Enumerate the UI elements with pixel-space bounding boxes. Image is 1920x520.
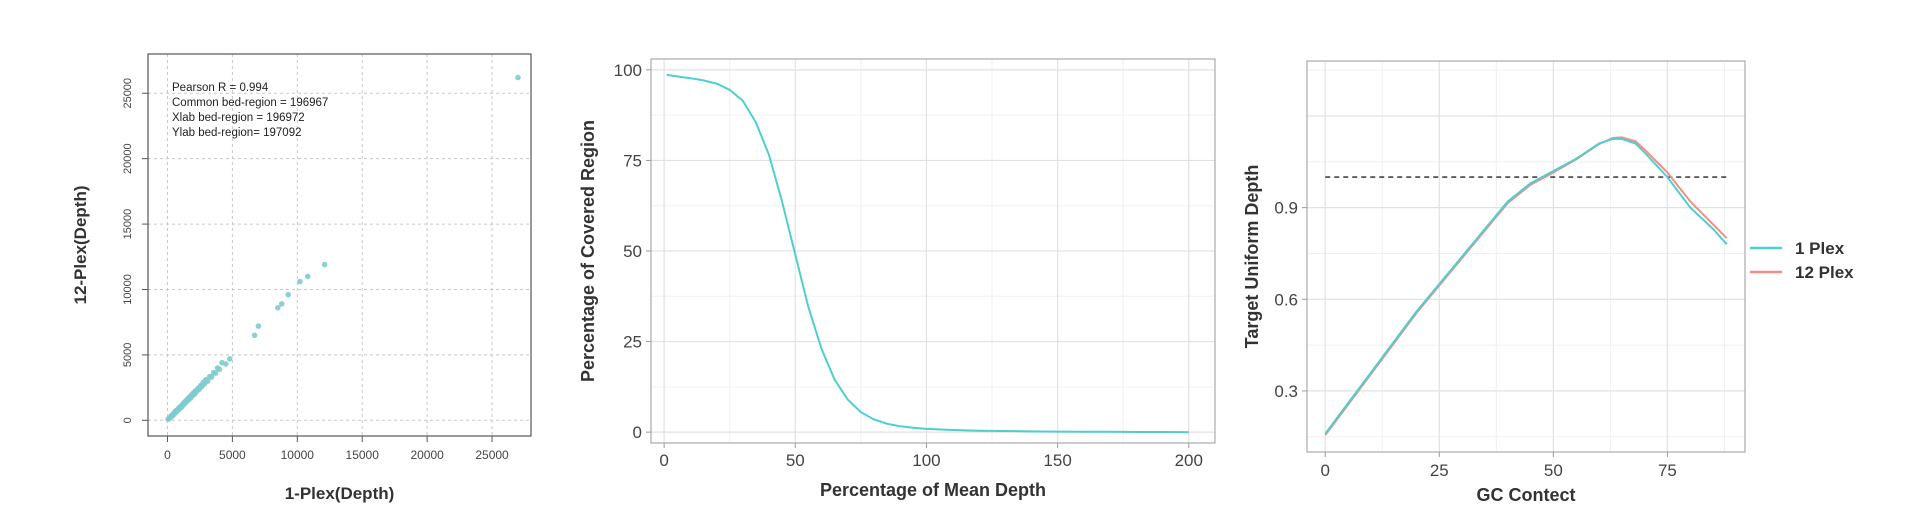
y-tick-label: 20000 xyxy=(122,143,134,174)
legend-label: 12 Plex xyxy=(1795,263,1854,282)
x-tick-label: 15000 xyxy=(346,448,380,462)
stats-annotation: Ylab bed-region= 197092 xyxy=(172,127,301,139)
x-tick-label: 100 xyxy=(912,451,940,470)
x-tick-label: 0 xyxy=(164,448,171,462)
scatter-point xyxy=(204,378,211,384)
y-tick-label: 0.3 xyxy=(1274,382,1298,401)
y-tick-label: 5000 xyxy=(122,343,134,367)
x-axis-title: 1-Plex(Depth) xyxy=(285,484,395,503)
plot-frame xyxy=(147,53,532,437)
x-tick-label: 150 xyxy=(1043,451,1071,470)
scatter-point xyxy=(208,374,215,380)
x-axis-title: Percentage of Mean Depth xyxy=(820,480,1046,500)
coverage-line xyxy=(666,73,1189,434)
x-tick-label: 75 xyxy=(1658,461,1677,480)
x-tick-label: 10000 xyxy=(281,448,315,462)
coverage-panel: 0 50 100 150 200 0 25 50 75 100 Percentage of Mean… xyxy=(578,58,1216,500)
stats-annotation: Common bed-region = 196967 xyxy=(172,97,328,109)
stats-annotation: Pearson R = 0.994 xyxy=(172,82,269,94)
x-tick-label: 5000 xyxy=(219,448,246,462)
scatter-point xyxy=(212,370,219,377)
x-tick-label: 50 xyxy=(786,451,805,470)
gc-line xyxy=(1324,137,1728,435)
x-tick-label: 50 xyxy=(1544,461,1563,480)
y-tick-label: 25 xyxy=(623,333,642,352)
x-tick-label: 0 xyxy=(1321,461,1330,480)
y-tick-label: 100 xyxy=(614,61,642,80)
scatter-point xyxy=(285,291,292,298)
gc-panel: 0 25 50 75 0.3 0.6 0.9 GC Contect Target Uniform… xyxy=(1242,60,1854,505)
legend-label: 1 Plex xyxy=(1795,239,1845,258)
y-axis-title: Percentage of Covered Region xyxy=(578,120,598,382)
legend: 1 Plex 12 Plex xyxy=(1750,239,1854,282)
y-tick-label: 10000 xyxy=(122,274,134,305)
y-tick-label: 50 xyxy=(623,242,642,261)
x-axis-title: GC Contect xyxy=(1477,485,1576,505)
x-tick-label: 20000 xyxy=(410,448,444,462)
plot-background xyxy=(1307,61,1745,452)
stats-annotation: Xlab bed-region = 196972 xyxy=(172,112,305,124)
scatter-point xyxy=(321,261,328,268)
y-tick-label: 0.9 xyxy=(1274,199,1298,218)
plot-frame xyxy=(1306,60,1746,453)
scatter-point xyxy=(278,301,285,307)
scatter-point xyxy=(275,305,281,311)
x-tick-label: 25000 xyxy=(475,448,509,462)
y-tick-label: 75 xyxy=(623,151,642,170)
y-axis-title: 12-Plex(Depth) xyxy=(71,185,90,304)
x-tick-label: 0 xyxy=(659,451,668,470)
x-tick-label: 200 xyxy=(1175,451,1203,470)
y-tick-label: 0.6 xyxy=(1274,290,1298,309)
scatter-point xyxy=(304,273,311,280)
scatter-point xyxy=(255,323,262,329)
y-tick-label: 0 xyxy=(633,423,642,442)
scatter-point xyxy=(216,366,223,373)
scatter-point xyxy=(251,332,258,339)
y-axis-title: Target Uniform Depth xyxy=(1242,165,1262,349)
scatter-point xyxy=(227,356,233,362)
scatter-point xyxy=(297,278,303,285)
x-tick-label: 25 xyxy=(1430,461,1449,480)
scatter-point xyxy=(515,74,521,81)
y-tick-label: 0 xyxy=(122,417,134,423)
scatter-panel: 0 5000 10000 15000 20000 25000 0 5000 10000 15000… xyxy=(71,53,532,503)
y-tick-label: 25000 xyxy=(122,78,134,109)
scatter-point xyxy=(223,361,229,367)
y-tick-label: 15000 xyxy=(122,209,134,240)
